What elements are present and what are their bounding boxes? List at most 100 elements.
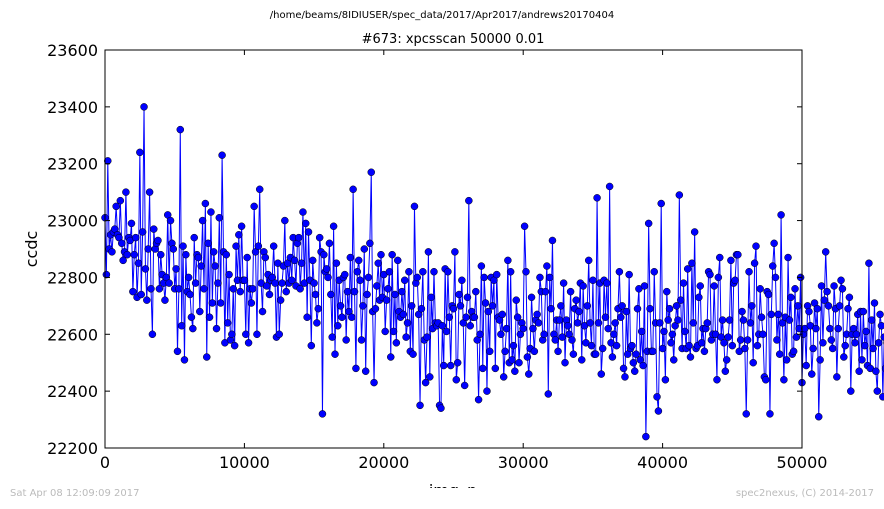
x-tick-label: 10000: [219, 453, 270, 472]
data-point: [742, 410, 750, 418]
data-point: [504, 256, 512, 265]
data-point: [430, 267, 438, 276]
data-point: [453, 358, 462, 367]
data-point: [499, 373, 508, 381]
data-point: [315, 233, 324, 242]
data-point: [512, 296, 520, 304]
data-point: [288, 276, 296, 285]
data-point: [819, 339, 827, 347]
data-point: [488, 302, 497, 310]
data-point: [587, 341, 596, 350]
data-point: [304, 228, 313, 236]
data-point: [374, 259, 382, 267]
data-point: [208, 299, 217, 307]
data-point: [353, 267, 362, 276]
data-point: [269, 242, 278, 250]
data-point: [388, 250, 396, 259]
data-point: [180, 356, 189, 364]
data-point: [862, 327, 870, 336]
data-point: [187, 313, 196, 321]
data-point: [852, 330, 861, 339]
data-point: [502, 324, 511, 333]
x-tick-label: 30000: [498, 453, 549, 472]
x-tick-label: 50000: [777, 453, 828, 472]
data-point: [569, 350, 578, 358]
data-point: [446, 361, 455, 370]
data-point: [366, 239, 374, 248]
data-point: [413, 273, 422, 282]
data-point: [254, 242, 263, 250]
data-point: [117, 239, 126, 248]
data-point: [690, 228, 699, 236]
data-point: [427, 293, 435, 302]
data-point: [255, 185, 264, 194]
data-point: [859, 307, 868, 316]
chart-title: #673: xpcsscan 50000 0.01: [362, 32, 545, 47]
data-point: [405, 267, 413, 276]
data-point: [225, 270, 233, 279]
data-point: [485, 347, 494, 356]
data-point: [140, 103, 148, 111]
data-point: [824, 302, 833, 310]
data-point: [619, 364, 628, 373]
data-point: [718, 316, 727, 324]
data-point: [716, 253, 724, 262]
data-point: [134, 259, 143, 267]
data-point: [746, 319, 755, 327]
data-point: [194, 253, 203, 262]
data-point: [416, 401, 424, 410]
data-point: [646, 304, 654, 313]
data-series: [101, 103, 884, 441]
data-point: [186, 290, 194, 299]
data-point: [361, 367, 370, 375]
data-point: [632, 350, 640, 358]
data-point: [243, 253, 251, 262]
data-point: [407, 302, 416, 310]
data-point: [392, 339, 401, 347]
footer-credit: spec2nexus, (C) 2014-2017: [735, 488, 874, 499]
data-point: [218, 151, 226, 159]
data-point: [382, 296, 391, 304]
data-point: [275, 330, 283, 339]
chart: /home/beams/8IDIUSER/spec_data/2017/Apr2…: [22, 10, 884, 488]
data-point: [597, 370, 606, 378]
data-point: [207, 208, 215, 216]
data-point: [497, 330, 505, 339]
data-point: [870, 299, 879, 307]
data-point: [874, 339, 883, 347]
data-point: [191, 279, 200, 287]
data-point: [867, 316, 876, 324]
data-point: [501, 347, 509, 356]
data-point: [157, 250, 165, 259]
data-point: [688, 259, 696, 267]
data-point: [604, 324, 612, 333]
data-point: [347, 313, 356, 321]
data-point: [579, 282, 587, 290]
data-point: [439, 361, 448, 370]
data-point: [409, 350, 417, 358]
data-point: [851, 339, 859, 347]
data-point: [150, 225, 158, 233]
data-point: [773, 336, 781, 344]
data-point: [175, 285, 183, 293]
data-point: [470, 313, 479, 321]
data-point: [122, 188, 130, 196]
data-point: [237, 222, 246, 231]
data-point: [568, 336, 576, 344]
data-point: [169, 245, 178, 253]
data-point: [683, 265, 692, 273]
data-point: [240, 276, 249, 285]
y-tick-label: 22400: [47, 382, 98, 401]
data-point: [402, 333, 410, 341]
data-point: [384, 285, 392, 293]
data-point: [204, 239, 212, 248]
data-point: [654, 407, 663, 415]
data-point: [336, 302, 345, 310]
data-point: [555, 316, 564, 324]
data-point: [276, 296, 285, 304]
data-point: [320, 250, 328, 259]
data-point: [668, 330, 677, 339]
data-point: [173, 347, 182, 356]
data-point: [681, 327, 689, 336]
data-point: [179, 242, 187, 250]
